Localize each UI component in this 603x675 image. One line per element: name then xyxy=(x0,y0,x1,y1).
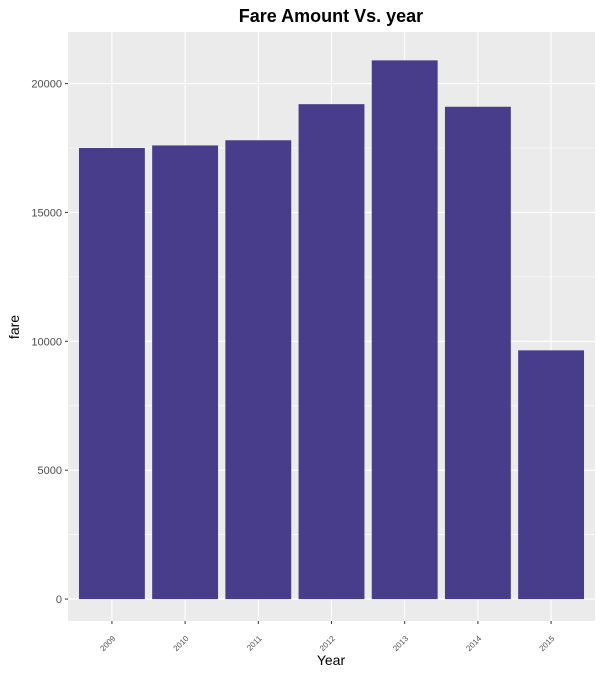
y-tick-label: 5000 xyxy=(38,465,62,477)
bar-2013 xyxy=(371,60,438,600)
x-axis: 2009 2010 2011 2012 2013 2014 2015 xyxy=(98,621,557,653)
bars xyxy=(78,60,585,600)
y-axis: 0 5000 10000 15000 20000 xyxy=(31,79,68,606)
y-tick-label: 20000 xyxy=(31,79,62,91)
bar-2012 xyxy=(298,104,365,600)
x-tick-label: 2009 xyxy=(98,634,117,653)
bar-2009 xyxy=(78,147,145,600)
y-axis-title: fare xyxy=(6,315,22,339)
y-tick-label: 15000 xyxy=(31,207,62,219)
x-axis-title: Year xyxy=(317,652,346,668)
y-tick-label: 0 xyxy=(56,594,62,606)
bar-2014 xyxy=(444,106,511,600)
x-tick-label: 2014 xyxy=(464,634,483,653)
chart-title: Fare Amount Vs. year xyxy=(239,6,423,26)
y-tick-label: 10000 xyxy=(31,336,62,348)
bar-2011 xyxy=(225,140,292,600)
bar-2010 xyxy=(152,145,219,600)
bar-2015 xyxy=(518,350,585,600)
x-tick-label: 2012 xyxy=(318,634,337,653)
x-tick-label: 2010 xyxy=(172,634,191,653)
x-tick-label: 2013 xyxy=(391,634,410,653)
x-tick-label: 2011 xyxy=(245,634,264,653)
x-tick-label: 2015 xyxy=(538,634,557,653)
